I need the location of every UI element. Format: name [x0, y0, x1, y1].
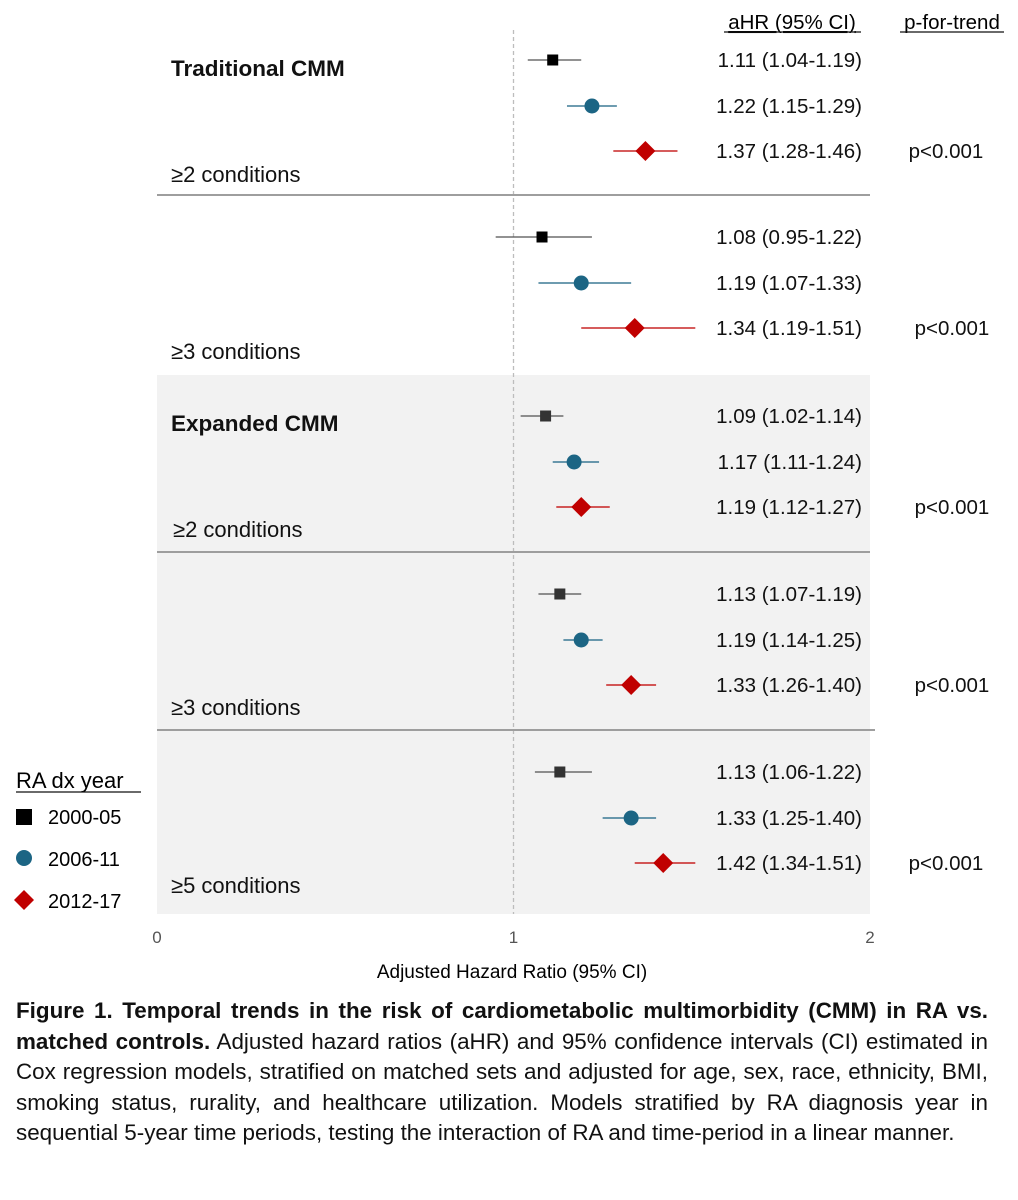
p-trend-label: p<0.001 [915, 317, 990, 340]
estimate-label: 1.33 (1.26-1.40) [716, 674, 862, 697]
point-circle [584, 98, 600, 114]
estimate-label: 1.33 (1.25-1.40) [716, 807, 862, 830]
estimate-label: 1.22 (1.15-1.29) [716, 95, 862, 118]
x-axis-label: Adjusted Hazard Ratio (95% CI) [377, 962, 647, 983]
legend: RA dx year 2000-05 2006-11 2012-17 [14, 768, 141, 913]
caption-title: Figure 1. Temporal trends in the risk of… [16, 998, 988, 1054]
section-title: Expanded CMM [171, 411, 339, 436]
point-diamond [635, 141, 656, 161]
p-trend-label: p<0.001 [915, 674, 990, 697]
panel-label: ≥2 conditions [171, 162, 301, 187]
data-marks [495, 54, 696, 873]
p-trend-label: p<0.001 [909, 140, 984, 163]
panel-label: ≥5 conditions [171, 873, 301, 898]
legend-entry: 2000-05 [48, 807, 121, 829]
estimate-label: 1.11 (1.04-1.19) [718, 49, 862, 72]
p-trend-label: p<0.001 [909, 852, 984, 875]
estimate-label: 1.09 (1.02-1.14) [716, 405, 862, 428]
legend-entry: 2006-11 [48, 849, 120, 871]
estimate-label: 1.19 (1.14-1.25) [716, 629, 862, 652]
legend-title: RA dx year [16, 768, 124, 793]
estimate-label: 1.42 (1.34-1.51) [716, 852, 862, 875]
estimate-label: 1.34 (1.19-1.51) [716, 317, 862, 340]
point-diamond [624, 318, 645, 338]
forest-plot: Traditional CMM ≥2 conditions 1.11 (1.04-1… [14, 11, 1004, 983]
legend-entry: 2012-17 [48, 891, 121, 913]
caption-body: Adjusted hazard ratios (aHR) and 95% con… [16, 1028, 988, 1146]
point-square [554, 588, 566, 600]
section-title: Traditional CMM [171, 56, 345, 81]
x-tick-label: 0 [152, 928, 161, 947]
p-trend-label: p<0.001 [915, 496, 990, 519]
point-circle [623, 810, 639, 826]
x-tick-label: 1 [509, 928, 518, 947]
panel-labels: Traditional CMM ≥2 conditions 1.11 (1.04-1… [171, 49, 989, 898]
x-axis: 0 1 2 Adjusted Hazard Ratio (95% CI) [152, 928, 874, 983]
header-trend: p-for-trend [904, 11, 1000, 34]
point-square [536, 231, 548, 243]
point-circle [566, 454, 582, 470]
estimate-label: 1.19 (1.12-1.27) [716, 496, 862, 519]
point-square [540, 410, 552, 422]
estimate-label: 1.13 (1.06-1.22) [716, 761, 862, 784]
estimate-label: 1.19 (1.07-1.33) [716, 272, 862, 295]
figure-caption: Figure 1. Temporal trends in the risk of… [16, 996, 988, 1149]
point-diamond [621, 675, 642, 695]
point-diamond [653, 853, 674, 873]
estimate-label: 1.08 (0.95-1.22) [716, 226, 862, 249]
panel-label: ≥2 conditions [173, 517, 303, 542]
point-diamond [571, 497, 592, 517]
panel-label: ≥3 conditions [171, 695, 301, 720]
legend-square-marker [16, 809, 32, 825]
header-estimate: aHR (95% CI) [728, 11, 856, 34]
estimate-label: 1.37 (1.28-1.46) [716, 140, 862, 163]
estimate-label: 1.17 (1.11-1.24) [718, 451, 862, 474]
point-circle [573, 632, 589, 648]
panel-label: ≥3 conditions [171, 339, 301, 364]
point-square [554, 766, 566, 778]
estimate-label: 1.13 (1.07-1.19) [716, 583, 862, 606]
panel-separators [157, 194, 875, 731]
point-circle [573, 275, 589, 291]
legend-diamond-marker [14, 890, 34, 910]
point-square [547, 54, 559, 66]
legend-circle-marker [16, 850, 32, 866]
x-tick-label: 2 [865, 928, 874, 947]
